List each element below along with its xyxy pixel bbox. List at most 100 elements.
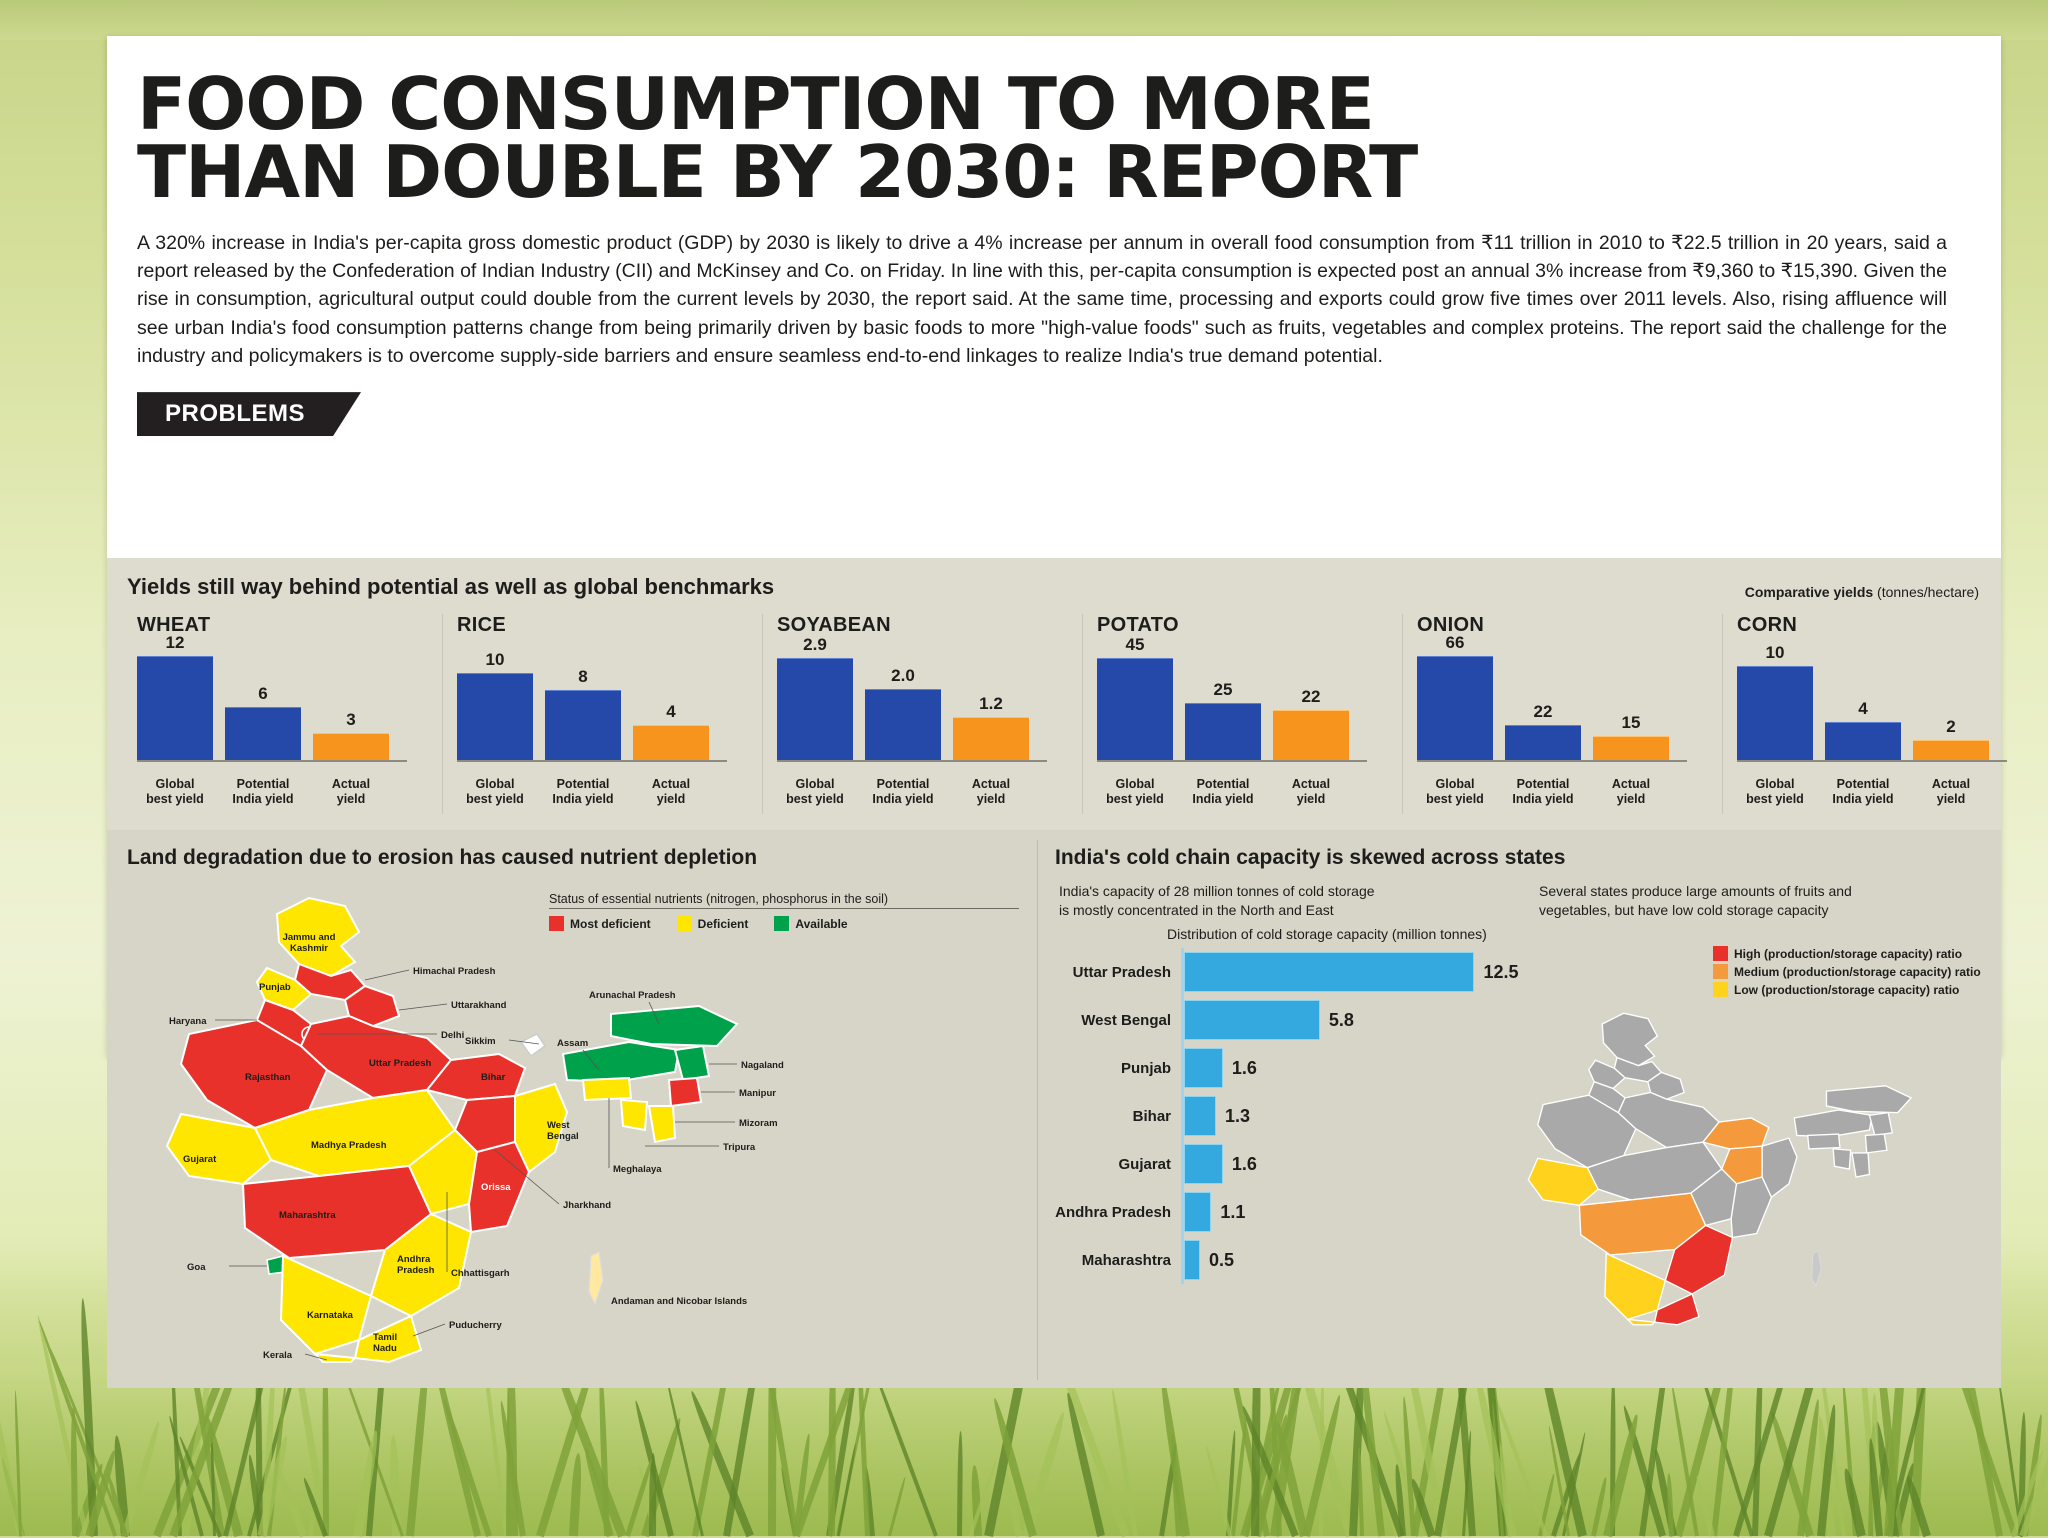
cold-storage-bar	[1184, 1192, 1212, 1232]
yield-bar	[225, 707, 301, 760]
grass-blade	[1603, 1413, 1641, 1537]
yield-bar	[1273, 709, 1349, 760]
map-label-chhattisgarh: Chhattisgarh	[451, 1268, 510, 1279]
cold-storage-axis	[1181, 1236, 1184, 1284]
yield-group-name: CORN	[1737, 614, 1798, 636]
cold-storage-state-label: West Bengal	[1081, 1011, 1171, 1029]
cold-storage-state-label: Gujarat	[1118, 1155, 1171, 1173]
state-karnataka	[279, 1254, 373, 1356]
nutrient-legend-rows: Most deficient Deficient Available	[549, 916, 1019, 934]
yield-bar	[1593, 735, 1669, 760]
map-label-himachal-pradesh: Himachal Pradesh	[413, 966, 496, 977]
cold-storage-value: 5.8	[1328, 1009, 1354, 1030]
ratio-state-meghalaya	[1806, 1133, 1841, 1150]
state-jammu-kashmir	[275, 896, 361, 978]
cold-storage-axis	[1181, 948, 1184, 996]
map-label-karnataka: Karnataka	[307, 1310, 354, 1321]
yield-group-name: ONION	[1417, 614, 1485, 636]
cold-storage-axis	[1181, 996, 1184, 1044]
yield-bar-column: 3	[313, 710, 389, 760]
yield-axis-label: Global best yield	[786, 776, 844, 807]
map-label-jammu-kashmir-2: Kashmir	[290, 943, 328, 954]
cold-storage-value: 1.1	[1220, 1201, 1246, 1222]
nutrient-status-map: Jammu and Kashmir Himachal Pradesh Punja…	[159, 884, 859, 1364]
map-label-uttar-pradesh: Uttar Pradesh	[369, 1058, 431, 1069]
yield-bar	[865, 689, 941, 760]
legend-label-low-ratio: Low (production/storage capacity) ratio	[1734, 982, 1960, 997]
yield-bar-column: 22	[1273, 687, 1349, 760]
yield-bar-value: 10	[1765, 642, 1785, 662]
problems-panel: Yields still way behind potential as wel…	[107, 558, 2007, 1388]
swatch-medium-ratio	[1713, 964, 1728, 979]
cold-storage-state-label: Andhra Pradesh	[1055, 1203, 1171, 1221]
yield-bar	[1737, 665, 1813, 760]
cold-storage-state-label: Uttar Pradesh	[1072, 963, 1171, 981]
swatch-deficient	[676, 916, 692, 931]
yield-bar-column: 6	[225, 684, 301, 760]
yield-bar-value: 12	[165, 632, 185, 652]
yield-group-name: WHEAT	[137, 614, 211, 636]
yield-bar	[777, 657, 853, 760]
yield-group-rice: RICE 10 8 4 Global best yield Potential India…	[443, 614, 763, 814]
yield-bar-column: 8	[545, 667, 621, 760]
yield-group-wheat: WHEAT 12 6 3 Global best yield Potential Indi…	[123, 614, 443, 814]
legend-item-deficient: Deficient	[676, 916, 748, 931]
yield-bar-value: 3	[346, 710, 356, 730]
swatch-high-ratio	[1713, 946, 1728, 961]
map-label-assam: Assam	[557, 1038, 588, 1049]
legend-item-medium-ratio: Medium (production/storage capacity) rat…	[1713, 964, 1983, 979]
state-uttar-pradesh	[299, 1014, 453, 1100]
yield-bar-value: 22	[1533, 701, 1553, 721]
yield-bar-column: 12	[137, 633, 213, 760]
state-arunachal-pradesh	[610, 1004, 739, 1048]
map-label-puducherry: Puducherry	[449, 1320, 503, 1331]
cold-storage-bar	[1184, 1000, 1320, 1040]
yield-bar-column: 22	[1505, 702, 1581, 760]
cold-storage-chart-title: Distribution of cold storage capacity (m…	[1167, 926, 1487, 942]
yield-plot: 10 8 4	[457, 648, 727, 762]
ratio-legend: High (production/storage capacity) ratio…	[1713, 946, 1983, 1000]
swatch-most-deficient	[549, 916, 564, 931]
yield-groups: WHEAT 12 6 3 Global best yield Potential Indi…	[123, 614, 2042, 814]
cold-storage-axis	[1181, 1188, 1184, 1236]
map-label-tripura: Tripura	[723, 1142, 756, 1153]
yield-bar-value: 4	[1858, 698, 1868, 718]
yield-bar	[1097, 658, 1173, 760]
cold-storage-value: 1.3	[1225, 1105, 1251, 1126]
ratio-state-arunachal-pradesh	[1825, 1085, 1913, 1114]
legend-item-most-deficient: Most deficient	[549, 916, 651, 931]
yield-axis-label: Actual yield	[331, 776, 371, 807]
map-label-arunachal-pradesh: Arunachal Pradesh	[589, 990, 676, 1001]
grass-blade	[871, 1367, 938, 1537]
yield-plot: 2.9 2.0 1.2	[777, 635, 1047, 762]
yield-axis-label: Global best yield	[1426, 776, 1484, 807]
ratio-state-uttar-pradesh	[1617, 1091, 1720, 1149]
map-label-west-bengal: West	[547, 1120, 570, 1131]
yield-bar	[457, 672, 533, 760]
map-label-tamil-nadu: Tamil	[373, 1332, 397, 1343]
nutrient-map-svg: Jammu and Kashmir Himachal Pradesh Punja…	[165, 896, 784, 1364]
cold-storage-value: 0.5	[1209, 1249, 1235, 1270]
map-label-tamil-nadu-2: Nadu	[373, 1343, 397, 1354]
yield-bar-column: 45	[1097, 635, 1173, 760]
yield-axis-label: Global best yield	[1746, 776, 1804, 807]
yield-bar-column: 1.2	[953, 694, 1029, 760]
comparative-yields-bold: Comparative yields	[1744, 584, 1874, 600]
ratio-state-assam	[1793, 1109, 1873, 1138]
cold-storage-value: 1.6	[1231, 1153, 1257, 1174]
map-label-jharkhand: Jharkhand	[563, 1200, 611, 1211]
map-label-punjab: Punjab	[259, 982, 291, 993]
yield-axis-label: Global best yield	[146, 776, 204, 807]
cold-storage-row: Maharashtra 0.5	[1053, 1236, 1553, 1284]
map-label-mizoram: Mizoram	[739, 1118, 778, 1129]
yield-axis-labels: Global best yield Potential India yield Ac…	[457, 777, 727, 808]
yield-bar	[545, 690, 621, 760]
yield-axis-labels: Global best yield Potential India yield Ac…	[137, 777, 407, 808]
map-label-rajasthan: Rajasthan	[245, 1072, 291, 1083]
cold-storage-value: 12.5	[1483, 961, 1519, 982]
ratio-map-svg	[1527, 1012, 1913, 1326]
land-degradation-title: Land degradation due to erosion has caus…	[127, 846, 758, 869]
yield-bar-column: 4	[633, 702, 709, 760]
ratio-state-orissa	[1730, 1176, 1773, 1239]
map-label-maharashtra: Maharashtra	[279, 1210, 336, 1221]
